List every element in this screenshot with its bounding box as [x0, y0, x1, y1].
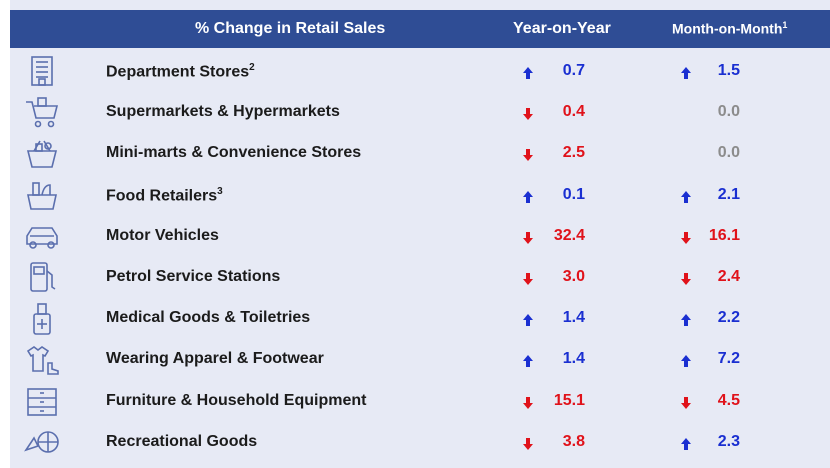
month-on-month-value: 2.4: [717, 268, 740, 285]
arrow-up-icon: [681, 66, 691, 79]
row-category-label: Mini-marts & Convenience Stores: [106, 144, 362, 162]
arrow-up-icon: [523, 66, 533, 79]
row-category-label: Wearing Apparel & Footwear: [106, 350, 324, 368]
arrow-up-icon: [681, 354, 691, 368]
month-on-month-value: 0.0: [717, 144, 740, 162]
row-category-label: Furniture & Household Equipment: [106, 391, 367, 409]
arrow-up-icon: [523, 313, 533, 327]
table-row: Motor Vehicles 32.4 16.1: [10, 216, 830, 256]
table-row: Recreational Goods 3.8 2.3: [10, 422, 830, 462]
arrow-down-icon: [523, 107, 533, 121]
arrow-down-icon: [681, 272, 691, 285]
arrow-up-icon: [523, 190, 533, 203]
arrow-down-icon: [523, 231, 533, 244]
row-category-label: Petrol Service Stations: [106, 268, 281, 285]
month-on-month-value: 2.2: [717, 309, 740, 327]
arrow-up-icon: [523, 354, 533, 368]
month-on-month-value: 4.5: [717, 391, 740, 409]
year-on-year-value: 2.5: [562, 144, 585, 162]
table-row: Medical Goods & Toiletries 1.4 2.2: [10, 298, 830, 338]
row-category-label: Department Stores2: [106, 62, 255, 81]
cabinet-icon: [22, 383, 62, 419]
fuel-pump-icon: [22, 259, 62, 295]
month-on-month-value: 2.3: [717, 432, 740, 450]
header-year-on-year: Year-on-Year: [513, 20, 611, 37]
year-on-year-value: 3.0: [562, 268, 585, 285]
header-title: % Change in Retail Sales: [195, 20, 386, 37]
year-on-year-value: 3.8: [562, 432, 585, 450]
sports-ball-icon: [22, 424, 62, 460]
arrow-down-icon: [523, 396, 533, 409]
arrow-up-icon: [681, 313, 691, 327]
year-on-year-value: 1.4: [562, 309, 585, 327]
table-row: Mini-marts & Convenience Stores 2.5 0.0: [10, 133, 830, 173]
month-on-month-value: 0.0: [717, 103, 740, 121]
arrow-down-icon: [523, 272, 533, 285]
year-on-year-value: 0.7: [562, 62, 585, 79]
table-row: Department Stores2 0.7 1.5: [10, 51, 830, 91]
arrow-down-icon: [523, 437, 533, 450]
header-mom-label: Month-on-Month: [672, 20, 783, 37]
grocery-basket-icon: [22, 135, 62, 171]
department-store-icon: [22, 53, 62, 89]
month-on-month-value: 7.2: [717, 350, 740, 368]
table-row: Wearing Apparel & Footwear 1.4 7.2: [10, 339, 830, 379]
year-on-year-value: 32.4: [553, 226, 585, 244]
year-on-year-value: 15.1: [553, 391, 585, 409]
retail-sales-panel: [10, 0, 830, 468]
month-on-month-value: 16.1: [708, 226, 740, 244]
row-category-label: Recreational Goods: [106, 432, 258, 450]
shopping-cart-icon: [22, 94, 62, 130]
year-on-year-value: 0.4: [562, 103, 585, 121]
medicine-bottle-icon: [22, 300, 62, 336]
header-month-on-month: Month-on-Month1: [672, 20, 787, 37]
row-category-label: Motor Vehicles: [106, 226, 219, 244]
header-mom-note: 1: [782, 20, 788, 30]
arrow-up-icon: [681, 437, 691, 450]
table-row: Petrol Service Stations 3.0 2.4: [10, 257, 830, 297]
row-category-label: Medical Goods & Toiletries: [106, 309, 311, 327]
table-row: Food Retailers3 0.1 2.1: [10, 175, 830, 215]
car-icon: [22, 218, 62, 254]
table-header: % Change in Retail Sales Year-on-Year Mo…: [10, 10, 830, 48]
table-row: Supermarkets & Hypermarkets 0.4 0.0: [10, 92, 830, 132]
arrow-down-icon: [681, 231, 691, 244]
row-footnote-marker: 3: [217, 185, 223, 197]
arrow-down-icon: [681, 396, 691, 409]
year-on-year-value: 0.1: [562, 185, 585, 203]
table-row: Furniture & Household Equipment 15.1 4.5: [10, 381, 830, 421]
arrow-down-icon: [523, 148, 533, 162]
food-basket-icon: [22, 177, 62, 213]
row-footnote-marker: 2: [249, 62, 255, 73]
month-on-month-value: 1.5: [717, 62, 740, 79]
row-category-label: Food Retailers3: [106, 185, 223, 204]
row-category-label: Supermarkets & Hypermarkets: [106, 103, 340, 121]
month-on-month-value: 2.1: [717, 185, 740, 203]
year-on-year-value: 1.4: [562, 350, 585, 368]
apparel-icon: [22, 341, 62, 377]
arrow-up-icon: [681, 190, 691, 203]
